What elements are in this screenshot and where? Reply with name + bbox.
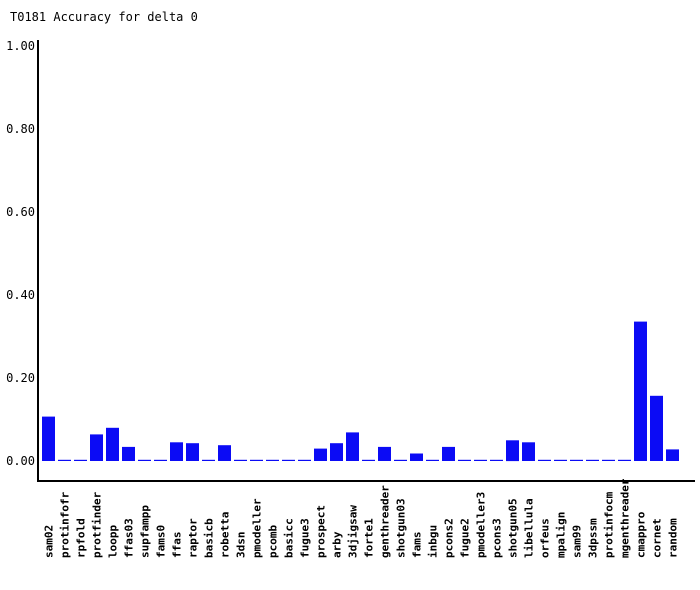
bar — [650, 395, 663, 461]
bar — [282, 459, 295, 461]
y-tick-label: 0.40 — [6, 288, 35, 302]
x-tick-label: forte1 — [363, 518, 376, 558]
x-tick-label: rpfold — [75, 518, 88, 558]
x-tick-label: mpalign — [555, 512, 568, 558]
bar — [106, 427, 119, 461]
x-tick-label: basicc — [283, 518, 296, 558]
x-tick-label: inbgu — [427, 525, 440, 558]
x-tick-label: fams — [411, 532, 424, 559]
x-tick-label: libellula — [523, 498, 536, 558]
x-tick-label: ffas03 — [123, 518, 136, 558]
x-tick-label: pmodeller — [251, 498, 264, 558]
bar — [522, 442, 535, 461]
chart-title: T0181 Accuracy for delta 0 — [10, 10, 198, 24]
bar — [538, 459, 551, 461]
bar — [218, 445, 231, 461]
bar — [346, 432, 359, 461]
bar — [266, 459, 279, 461]
x-tick-label: sam99 — [571, 525, 584, 558]
bar — [58, 459, 71, 461]
x-tick-label: 3djigsaw — [347, 505, 360, 558]
bar — [74, 459, 87, 461]
bar — [554, 459, 567, 461]
x-tick-label: shotgun03 — [395, 498, 408, 558]
y-tick-label: 0.20 — [6, 371, 35, 385]
bar — [138, 459, 151, 461]
x-tick-label: protinfofr — [59, 491, 72, 558]
x-tick-label: 3dsn — [235, 532, 248, 559]
x-tick-label: loopp — [107, 525, 120, 558]
bar — [426, 459, 439, 461]
x-tick-label: pcomb — [267, 525, 280, 558]
x-tick-label: pmodeller3 — [475, 492, 488, 558]
bar — [122, 446, 135, 461]
bar — [42, 416, 55, 461]
y-tick-label: 0.80 — [6, 122, 35, 136]
x-tick-label: ffas — [171, 532, 184, 559]
x-tick-label: genthreader — [379, 485, 392, 558]
bar — [314, 448, 327, 461]
bar — [666, 449, 679, 461]
y-axis-ticks: 0.00 0.20 0.40 0.60 0.80 1.00 — [6, 39, 35, 468]
x-axis-labels: sam02 protinfofr rpfold protfinder loopp ffas… — [43, 478, 680, 558]
bar — [170, 442, 183, 461]
bar — [458, 459, 471, 461]
bar — [330, 443, 343, 461]
x-tick-label: supfampp — [139, 505, 152, 558]
bars — [42, 321, 679, 462]
x-tick-label: shotgun05 — [507, 498, 520, 558]
x-tick-label: prospect — [315, 505, 328, 558]
bar — [602, 459, 615, 461]
bar — [90, 434, 103, 461]
bar — [490, 459, 503, 461]
x-tick-label: sam02 — [43, 525, 56, 558]
x-tick-label: arby — [331, 531, 344, 558]
y-tick-label: 1.00 — [6, 39, 35, 53]
bar — [234, 459, 247, 461]
bar — [586, 459, 599, 461]
bar — [618, 459, 631, 461]
x-tick-label: fugue3 — [299, 518, 312, 558]
y-tick-label: 0.60 — [6, 205, 35, 219]
x-tick-label: fugue2 — [459, 518, 472, 558]
x-tick-label: protfinder — [91, 491, 104, 558]
x-tick-label: protinfocm — [603, 491, 616, 558]
bar — [442, 446, 455, 461]
x-tick-label: basicb — [203, 518, 216, 558]
bar — [154, 459, 167, 461]
y-tick-label: 0.00 — [6, 454, 35, 468]
x-tick-label: cmappro — [635, 511, 648, 558]
bar — [410, 453, 423, 461]
bar — [634, 321, 647, 461]
x-tick-label: raptor — [187, 518, 200, 558]
bar — [570, 459, 583, 461]
x-tick-label: random — [667, 518, 680, 558]
x-tick-label: robetta — [219, 512, 232, 558]
x-tick-label: cornet — [651, 518, 664, 558]
bar — [250, 459, 263, 461]
x-tick-label: fams0 — [155, 525, 168, 558]
bar — [362, 459, 375, 461]
x-tick-label: 3dpssm — [587, 518, 600, 558]
x-tick-label: pcons3 — [491, 518, 504, 558]
bar — [298, 459, 311, 461]
bar — [394, 459, 407, 461]
bar — [474, 459, 487, 461]
x-tick-label: pcons2 — [443, 518, 456, 558]
bar — [186, 443, 199, 461]
x-tick-label: mgenthreader — [619, 478, 632, 558]
x-tick-label: orfeus — [539, 518, 552, 558]
bar — [202, 459, 215, 461]
bar — [506, 440, 519, 462]
bar — [378, 446, 391, 461]
